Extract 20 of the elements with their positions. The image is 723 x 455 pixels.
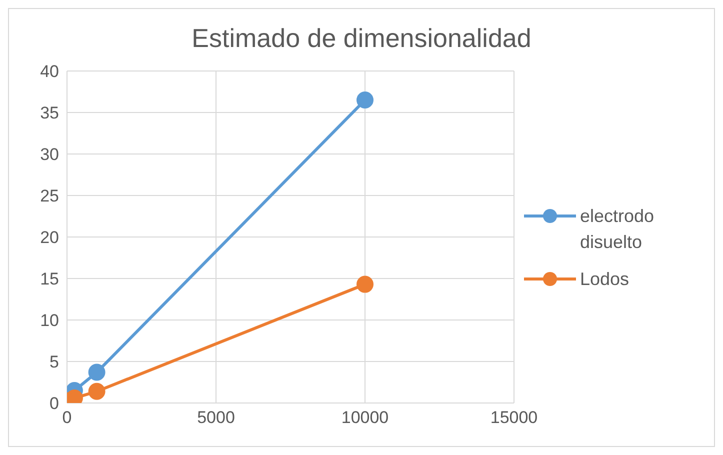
point bbox=[88, 382, 106, 400]
y-tick-label: 25 bbox=[40, 186, 59, 206]
y-tick-label: 35 bbox=[40, 104, 59, 123]
chart-title: Estimado de dimensionalidad bbox=[190, 23, 532, 55]
y-tick-label: 30 bbox=[40, 145, 59, 164]
y-tick-label: 40 bbox=[40, 62, 59, 82]
y-tick-label: 10 bbox=[40, 311, 59, 330]
point bbox=[356, 92, 374, 109]
y-tick-label: 15 bbox=[40, 270, 59, 289]
point bbox=[88, 364, 106, 381]
y-tick-label: 0 bbox=[50, 394, 59, 414]
y-tick-label: 5 bbox=[50, 352, 59, 372]
x-tick-label: 5000 bbox=[197, 408, 235, 428]
x-tick-label: 10000 bbox=[341, 408, 389, 428]
legend-label: Lodos bbox=[580, 268, 630, 290]
x-tick-label: 0 bbox=[62, 408, 72, 428]
legend-label: electrodo disuelto bbox=[580, 204, 656, 254]
y-tick-label: 20 bbox=[40, 228, 59, 248]
x-tick-label: 15000 bbox=[490, 408, 538, 428]
point bbox=[356, 276, 374, 293]
